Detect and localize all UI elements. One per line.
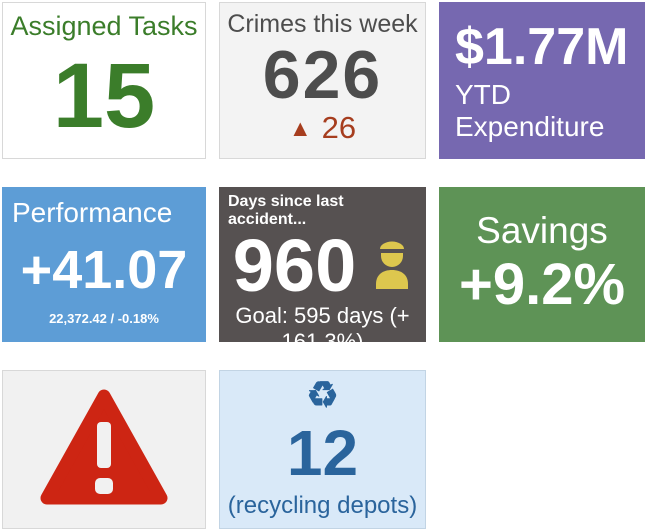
assigned-tasks-value: 15 — [52, 45, 156, 147]
savings-title: Savings — [476, 210, 608, 252]
tile-days-since-accident: Days since last accident... 960 Goal: 59… — [219, 187, 426, 342]
tile-recycling-depots: ♻ 12 (recycling depots) — [219, 370, 426, 529]
tile-savings: Savings +9.2% — [439, 187, 645, 342]
warning-icon — [39, 386, 169, 513]
tile-ytd-expenditure: $1.77M YTD Expenditure — [439, 2, 645, 159]
accident-value-row: 960 — [219, 229, 426, 303]
assigned-tasks-title: Assigned Tasks — [10, 11, 198, 41]
worker-icon — [372, 238, 412, 295]
crimes-value: 626 — [262, 36, 383, 113]
crimes-delta: ▲ 26 — [289, 110, 356, 146]
expenditure-label: YTD Expenditure — [455, 79, 605, 143]
tile-crimes-this-week: Crimes this week 626 ▲ 26 — [219, 2, 426, 159]
performance-value: +41.07 — [20, 240, 188, 300]
up-triangle-icon: ▲ — [288, 114, 312, 141]
recycle-icon: ♻ — [306, 374, 339, 415]
performance-detail: 22,372.42 / -0.18% — [49, 311, 159, 326]
expenditure-value: $1.77M — [455, 17, 629, 76]
tile-warning — [2, 370, 206, 529]
recycling-label: (recycling depots) — [227, 492, 418, 519]
performance-title: Performance — [12, 197, 173, 228]
crimes-title: Crimes this week — [227, 10, 418, 38]
accident-goal: Goal: 595 days (+ 161.3%) — [235, 303, 410, 342]
crimes-delta-value: 26 — [321, 110, 357, 145]
savings-value: +9.2% — [458, 252, 626, 318]
tile-assigned-tasks: Assigned Tasks 15 — [2, 2, 206, 159]
recycling-value: 12 — [286, 416, 359, 489]
accident-value: 960 — [232, 224, 357, 307]
accident-title: Days since last accident... — [228, 193, 344, 228]
tile-performance: Performance +41.07 22,372.42 / -0.18% — [2, 187, 206, 342]
